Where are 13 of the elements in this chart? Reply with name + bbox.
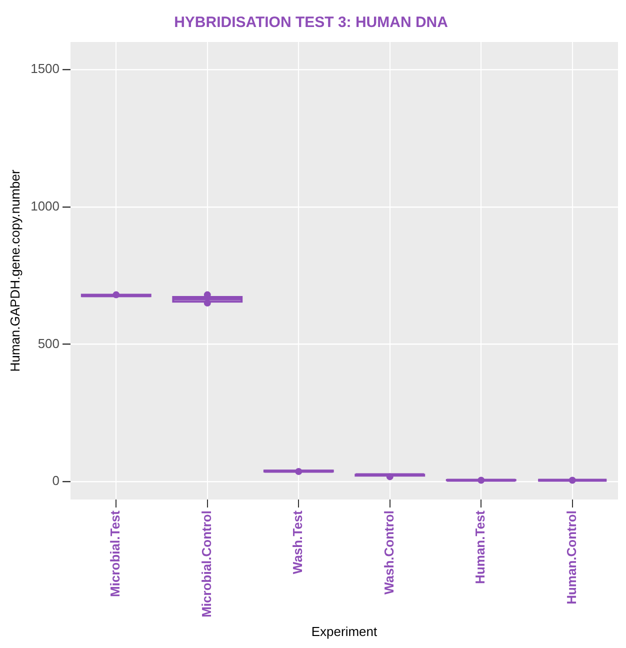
y-tick-label: 1000 bbox=[30, 198, 60, 214]
x-tick-label: Microbial.Control bbox=[198, 510, 214, 618]
y-axis-title: Human.GAPDH.gene.copy.number bbox=[7, 169, 22, 372]
x-tick-label: Human.Control bbox=[564, 510, 579, 604]
y-tick-label: 1500 bbox=[30, 61, 60, 76]
y-tick-label: 0 bbox=[52, 473, 60, 488]
x-tick-label: Human.Test bbox=[472, 510, 488, 584]
y-tick-label: 500 bbox=[38, 336, 60, 351]
x-tick-label: Microbial.Test bbox=[108, 510, 123, 597]
x-tick-label: Wash.Control bbox=[381, 510, 396, 595]
x-axis-title: Experiment bbox=[311, 624, 378, 639]
chart-title: HYBRIDISATION TEST 3: HUMAN DNA bbox=[174, 14, 448, 32]
x-tick-label: Wash.Test bbox=[290, 510, 306, 574]
